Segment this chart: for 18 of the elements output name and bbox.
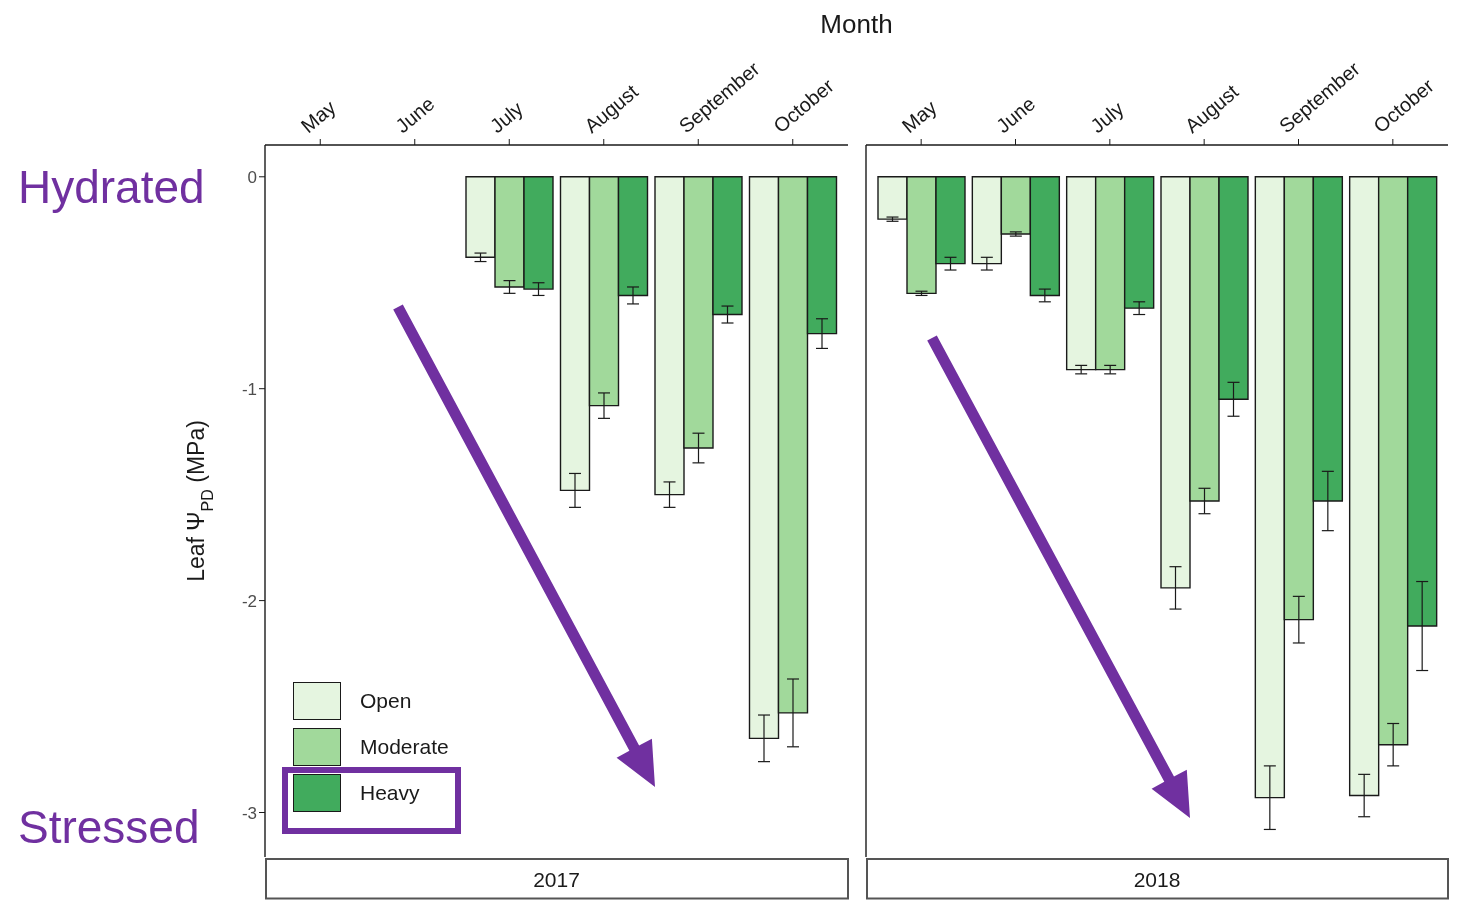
legend-label: Moderate — [360, 735, 449, 759]
y-tick-label: -1 — [241, 379, 257, 399]
x-tick-label: May — [296, 95, 340, 138]
text: Stressed — [18, 801, 200, 853]
text: Hydrated — [18, 161, 205, 213]
y-tick-label: -3 — [241, 803, 257, 823]
x-axis-title: Month — [820, 9, 893, 39]
text: 2017 — [533, 867, 580, 891]
x-tick-label: July — [485, 97, 528, 138]
x-tick-label: June — [991, 92, 1040, 138]
y-tick-label: -2 — [241, 591, 257, 611]
x-tick-label: May — [897, 95, 941, 138]
legend-label: Open — [360, 689, 412, 713]
text: 2018 — [1133, 867, 1181, 891]
legend-label: Heavy — [360, 781, 420, 805]
x-tick-label: July — [1086, 97, 1128, 138]
y-tick-label: 0 — [247, 167, 257, 187]
x-tick-label: June — [391, 92, 439, 138]
